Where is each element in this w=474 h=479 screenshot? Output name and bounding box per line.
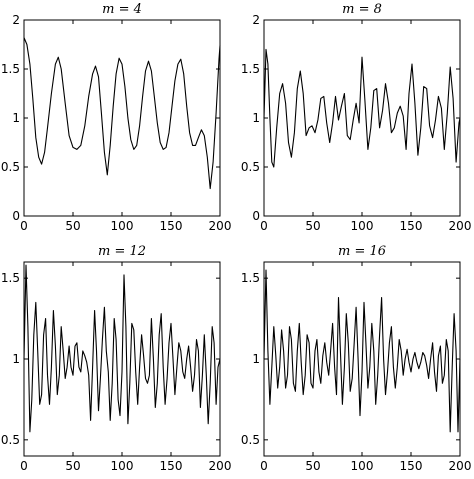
y-tick-label: 0.5 xyxy=(241,160,260,174)
x-tick-label: 100 xyxy=(351,219,374,233)
y-tick-label: 2 xyxy=(252,13,260,27)
series-line xyxy=(263,48,461,168)
x-tick-label: 150 xyxy=(400,459,423,473)
y-tick-label: 1.5 xyxy=(241,62,260,76)
x-tick-label: 200 xyxy=(449,219,472,233)
x-tick-label: 50 xyxy=(65,219,80,233)
chart-title: m = 16 xyxy=(338,244,386,259)
x-tick-label: 100 xyxy=(111,219,134,233)
x-tick-label: 50 xyxy=(305,459,320,473)
x-tick-label: 150 xyxy=(400,219,423,233)
x-tick-label: 100 xyxy=(351,459,374,473)
x-tick-label: 150 xyxy=(160,219,183,233)
x-tick-label: 200 xyxy=(209,219,232,233)
x-tick-label: 200 xyxy=(209,459,232,473)
y-tick-label: 0 xyxy=(12,209,20,223)
series-line xyxy=(263,269,461,433)
series-line xyxy=(23,37,221,190)
y-tick-label: 0.5 xyxy=(1,433,20,447)
plot-frame xyxy=(23,19,221,217)
y-tick-label: 1 xyxy=(12,352,20,366)
y-tick-label: 2 xyxy=(12,13,20,27)
chart-title: m = 4 xyxy=(102,2,142,17)
y-tick-label: 1.5 xyxy=(1,62,20,76)
x-tick-label: 0 xyxy=(260,459,268,473)
y-tick-label: 0.5 xyxy=(241,433,260,447)
chart-panel-4: m = 16 0 50 100 150 200 0.5 1 1.5 xyxy=(241,244,472,473)
x-tick-label: 100 xyxy=(111,459,134,473)
y-tick-label: 1 xyxy=(252,111,260,125)
x-tick-label: 200 xyxy=(449,459,472,473)
y-tick-label: 1.5 xyxy=(1,271,20,285)
y-tick-label: 1 xyxy=(12,111,20,125)
x-tick-label: 0 xyxy=(260,219,268,233)
x-tick-label: 150 xyxy=(160,459,183,473)
x-tick-label: 0 xyxy=(20,459,28,473)
chart-title: m = 8 xyxy=(342,2,382,17)
y-tick-label: 1 xyxy=(252,352,260,366)
x-tick-label: 50 xyxy=(305,219,320,233)
x-tick-label: 0 xyxy=(20,219,28,233)
series-line xyxy=(23,264,221,433)
y-tick-label: 0 xyxy=(252,209,260,223)
chart-panel-3: m = 12 0 50 100 150 200 0.5 1 1.5 xyxy=(1,244,232,473)
y-tick-label: 1.5 xyxy=(241,271,260,285)
y-tick-label: 0.5 xyxy=(1,160,20,174)
plot-frame xyxy=(263,19,461,217)
x-tick-label: 50 xyxy=(65,459,80,473)
chart-panel-2: m = 8 0 50 100 150 200 0 0.5 1 1.5 2 xyxy=(241,2,472,233)
chart-title: m = 12 xyxy=(98,244,146,259)
chart-panel-1: m = 4 0 50 100 150 200 0 0.5 1 1.5 2 xyxy=(1,2,232,233)
